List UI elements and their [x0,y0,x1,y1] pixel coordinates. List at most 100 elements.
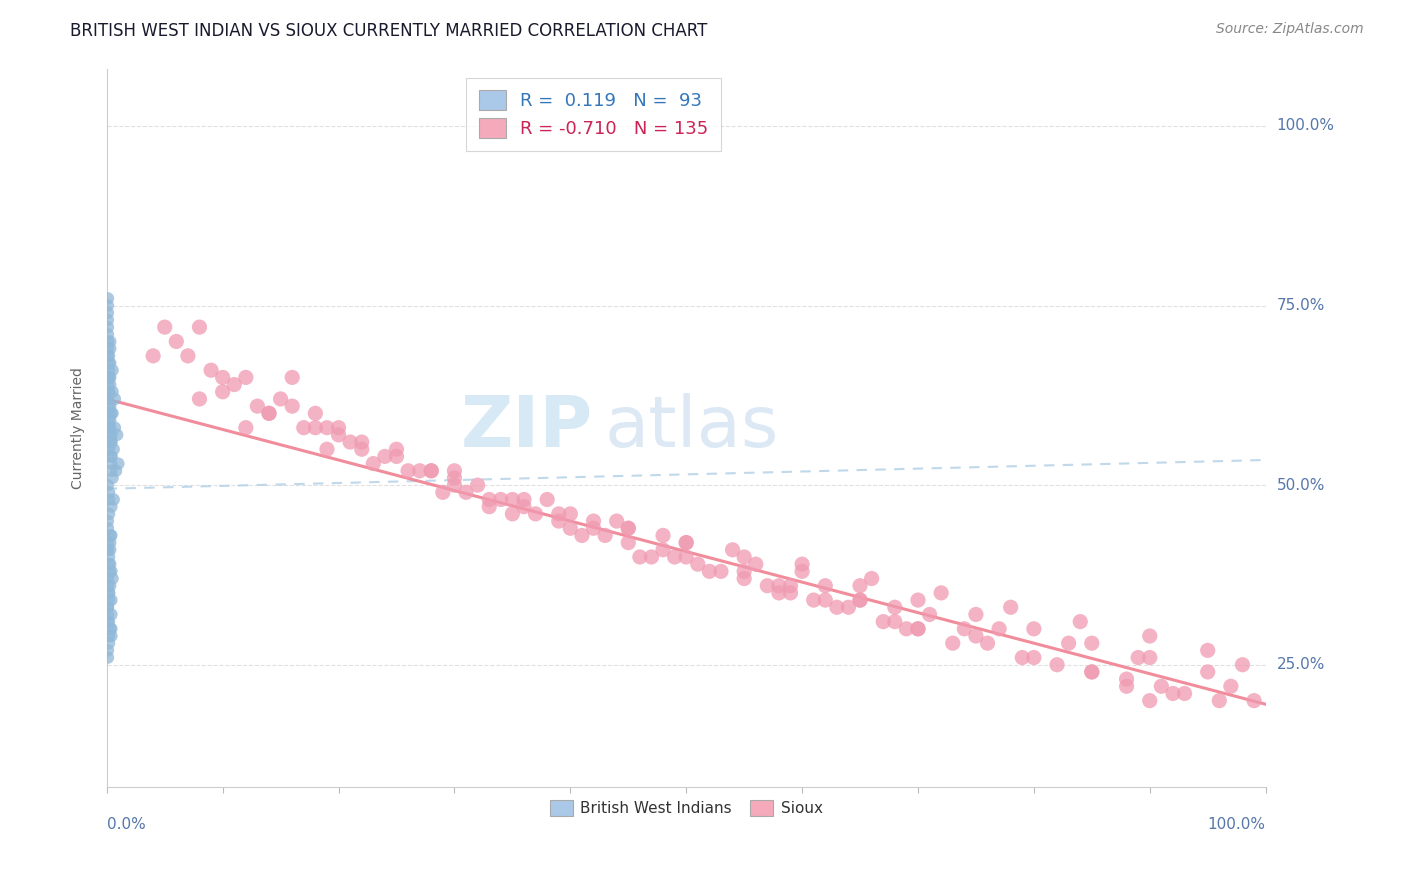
Point [849,579,872,593]
Point [98,334,121,349]
Point [513,500,536,514]
Point [733,549,755,564]
Point [571,528,593,542]
Point [142,349,165,363]
Point [1139,629,1161,643]
Point [1057,636,1080,650]
Point [965,629,987,643]
Point [98,406,121,420]
Point [1069,615,1091,629]
Point [454,485,477,500]
Point [1173,686,1195,700]
Point [98,342,121,356]
Point [385,442,408,457]
Point [101,572,124,586]
Point [501,507,523,521]
Point [98,485,121,500]
Text: ZIP: ZIP [461,393,593,462]
Point [699,565,721,579]
Point [478,492,501,507]
Point [896,622,918,636]
Point [304,420,326,434]
Point [1208,693,1230,707]
Point [849,593,872,607]
Point [536,492,558,507]
Point [100,565,122,579]
Point [803,593,825,607]
Point [97,377,120,392]
Point [443,464,465,478]
Point [374,450,396,464]
Point [98,542,121,557]
Point [420,464,443,478]
Point [849,593,872,607]
Point [1128,650,1150,665]
Point [97,615,120,629]
Point [97,299,120,313]
Point [97,478,120,492]
Point [1011,650,1033,665]
Point [97,650,120,665]
Point [652,542,675,557]
Point [385,450,408,464]
Point [363,457,385,471]
Point [98,435,121,450]
Point [153,320,176,334]
Point [97,579,120,593]
Point [953,622,976,636]
Point [98,413,121,427]
Point [860,572,883,586]
Point [467,478,489,492]
Point [1081,636,1104,650]
Point [97,607,120,622]
Point [97,514,120,528]
Point [501,492,523,507]
Point [98,420,121,434]
Point [103,442,125,457]
Point [98,349,121,363]
Point [98,428,121,442]
Point [235,420,257,434]
Point [675,535,697,549]
Point [443,478,465,492]
Point [100,450,122,464]
Point [100,435,122,450]
Point [907,593,929,607]
Text: BRITISH WEST INDIAN VS SIOUX CURRENTLY MARRIED CORRELATION CHART: BRITISH WEST INDIAN VS SIOUX CURRENTLY M… [70,22,707,40]
Point [100,457,122,471]
Point [97,572,120,586]
Point [98,535,121,549]
Legend: British West Indians, Sioux: British West Indians, Sioux [544,794,830,822]
Point [790,565,813,579]
Point [98,579,121,593]
Text: 100.0%: 100.0% [1208,817,1265,832]
Point [104,392,127,406]
Point [97,542,120,557]
Point [965,607,987,622]
Point [350,442,373,457]
Y-axis label: Currently Married: Currently Married [72,367,86,489]
Text: 75.0%: 75.0% [1277,298,1324,313]
Point [1150,679,1173,693]
Point [101,406,124,420]
Point [524,507,547,521]
Point [768,579,790,593]
Point [177,349,200,363]
Point [1139,650,1161,665]
Point [100,607,122,622]
Point [825,600,848,615]
Point [768,586,790,600]
Point [97,320,120,334]
Point [1115,672,1137,686]
Point [408,464,430,478]
Point [652,528,675,542]
Point [582,521,605,535]
Point [489,492,512,507]
Point [97,292,120,306]
Point [211,384,233,399]
Point [733,572,755,586]
Point [883,615,905,629]
Point [98,586,121,600]
Point [628,549,651,564]
Point [97,349,120,363]
